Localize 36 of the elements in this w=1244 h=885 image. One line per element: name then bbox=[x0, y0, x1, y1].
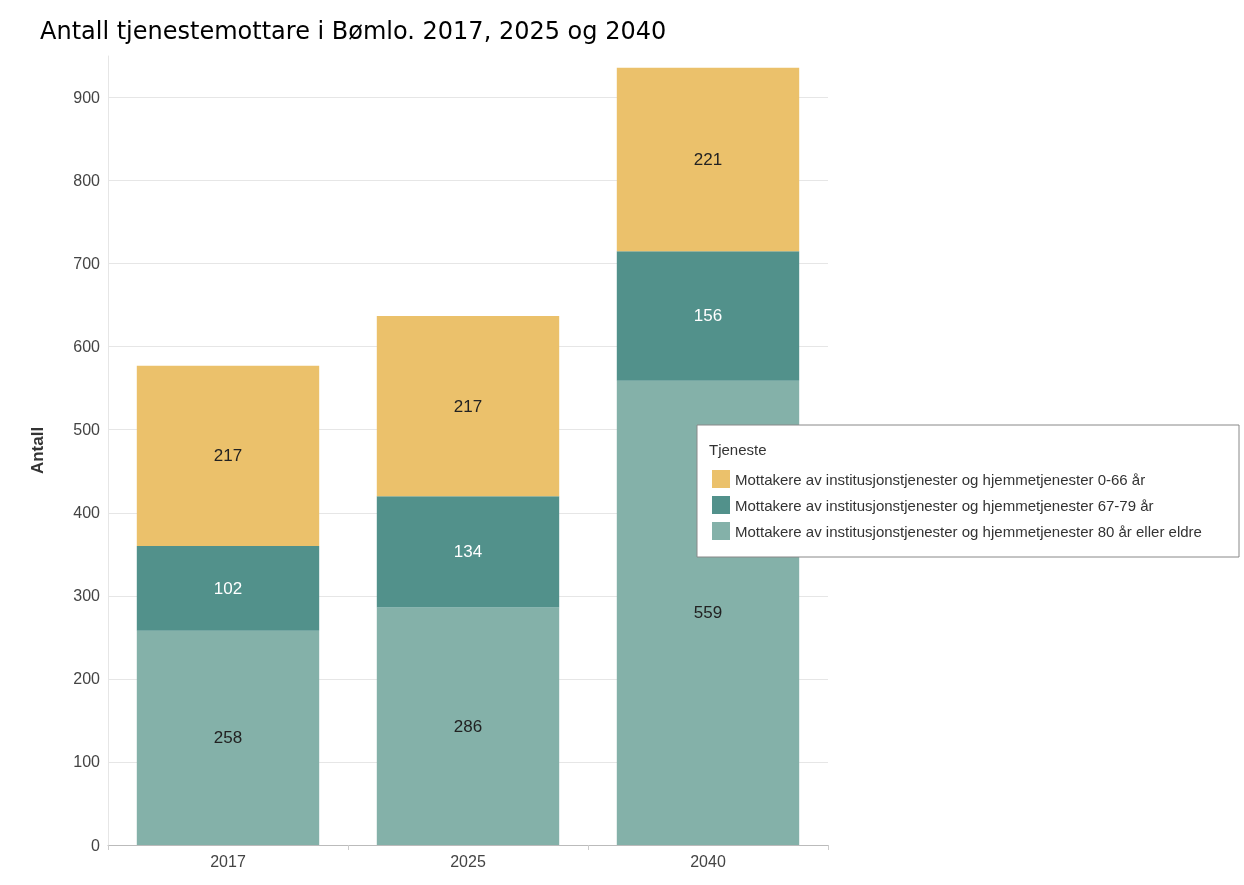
data-label: 217 bbox=[453, 396, 483, 416]
chart-title: Antall tjenestemottare i Bømlo. 2017, 2025 og 2040 bbox=[40, 17, 667, 45]
bar bbox=[136, 546, 320, 631]
data-label: 102 bbox=[213, 578, 243, 598]
bar bbox=[616, 67, 800, 252]
data-label: 221 bbox=[693, 149, 723, 169]
y-tick-label: 400 bbox=[73, 504, 101, 522]
y-tick-label: 200 bbox=[73, 670, 101, 688]
y-tick-label: 800 bbox=[73, 172, 101, 190]
x-tick-label: 2040 bbox=[690, 852, 726, 870]
bar bbox=[376, 496, 560, 608]
y-tick-label: 100 bbox=[73, 753, 101, 771]
data-label: 559 bbox=[693, 603, 723, 623]
legend-title: Tjeneste bbox=[709, 441, 767, 458]
legend-label: Mottakere av institusjonstjenester og hjemmetjenester 0-66 år bbox=[735, 470, 1146, 488]
bar bbox=[616, 251, 800, 381]
bar bbox=[136, 630, 320, 845]
data-label: 134 bbox=[453, 542, 483, 562]
bar bbox=[376, 607, 560, 845]
x-tick-label: 2025 bbox=[450, 852, 486, 870]
y-tick-label: 500 bbox=[73, 421, 101, 439]
y-tick-label: 700 bbox=[73, 255, 101, 273]
data-label: 217 bbox=[213, 446, 243, 466]
y-tick-label: 900 bbox=[73, 89, 101, 107]
legend-label: Mottakere av institusjonstjenester og hjemmetjenester 67-79 år bbox=[735, 496, 1154, 514]
y-tick-label: 300 bbox=[73, 587, 101, 605]
bar bbox=[136, 365, 320, 547]
data-label: 286 bbox=[453, 716, 483, 736]
data-label: 258 bbox=[213, 728, 243, 748]
bar bbox=[376, 315, 560, 497]
y-tick-label: 0 bbox=[91, 836, 101, 854]
data-label: 156 bbox=[693, 306, 723, 326]
x-tick-label: 2017 bbox=[210, 852, 246, 870]
legend-label: Mottakere av institusjonstjenester og hjemmetjenester 80 år eller eldre bbox=[735, 522, 1202, 540]
y-tick-label: 600 bbox=[73, 338, 101, 356]
y-axis-title: Antall bbox=[28, 426, 47, 475]
